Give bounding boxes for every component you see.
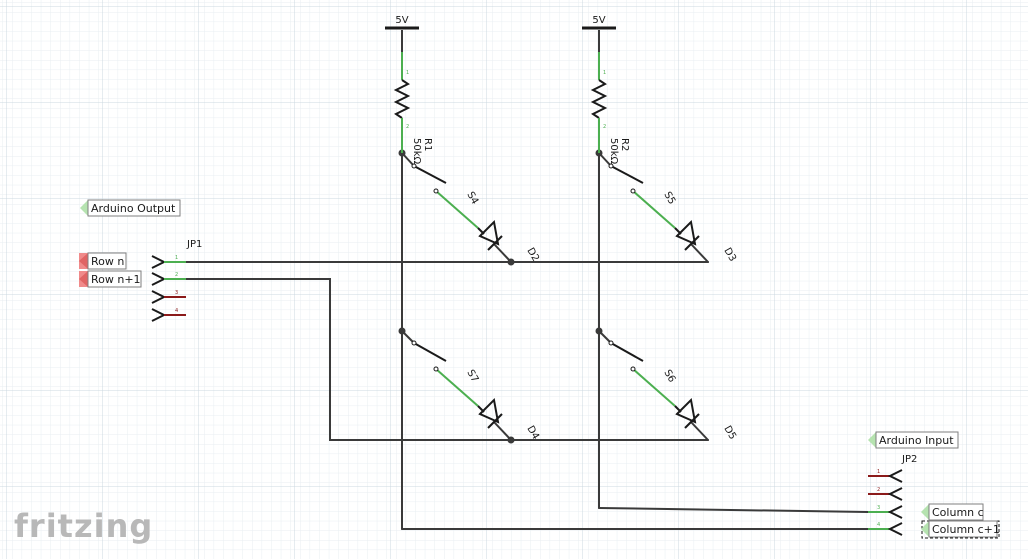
svg-text:Column c+1: Column c+1 xyxy=(932,523,1000,536)
resistor-r1[interactable]: 1 2 R1 50kΩ xyxy=(393,30,433,165)
svg-text:4: 4 xyxy=(877,522,880,528)
net-label-row-n1[interactable]: Row n+1 xyxy=(79,270,142,288)
power-supply-1[interactable]: 5V xyxy=(385,15,419,30)
net-label-arduino-input[interactable]: Arduino Input xyxy=(868,431,959,449)
svg-text:2: 2 xyxy=(175,272,178,278)
svg-text:Arduino Output: Arduino Output xyxy=(91,202,176,215)
svg-text:1: 1 xyxy=(877,469,880,475)
header-jp2-label: JP2 xyxy=(901,454,917,465)
svg-text:Row n+1: Row n+1 xyxy=(91,273,141,286)
svg-text:2: 2 xyxy=(877,487,880,493)
svg-text:3: 3 xyxy=(877,505,880,511)
resistor-r2-value: 50kΩ xyxy=(608,138,619,165)
net-label-column-c1[interactable]: Column c+1 xyxy=(921,520,1000,539)
junction-d2 xyxy=(507,258,515,266)
net-label-column-c[interactable]: Column c xyxy=(921,503,984,521)
junctions xyxy=(398,149,603,444)
power-label-2: 5V xyxy=(592,15,605,26)
net-label-row-n[interactable]: Row n xyxy=(79,252,127,270)
resistor-r1-ref: R1 xyxy=(422,138,433,151)
svg-text:Row n: Row n xyxy=(91,255,124,268)
junction-s6 xyxy=(595,327,603,335)
header-jp1[interactable]: JP1 1 2 3 4 xyxy=(151,239,202,322)
svg-text:Arduino Input: Arduino Input xyxy=(879,434,954,447)
svg-text:1: 1 xyxy=(406,70,409,76)
svg-text:3: 3 xyxy=(175,290,178,296)
fritzing-logo: fritzing xyxy=(14,507,153,545)
diode-d5[interactable]: D5 xyxy=(674,397,738,442)
switch-s6[interactable]: S6 xyxy=(608,340,677,407)
svg-text:1: 1 xyxy=(603,70,606,76)
svg-text:2: 2 xyxy=(406,124,409,130)
resistor-r1-value: 50kΩ xyxy=(411,138,422,165)
power-label-1: 5V xyxy=(395,15,408,26)
svg-text:Column c: Column c xyxy=(932,506,984,519)
junction-d4 xyxy=(507,436,515,444)
svg-text:2: 2 xyxy=(603,124,606,130)
net-label-arduino-output[interactable]: Arduino Output xyxy=(80,199,181,217)
resistor-r2-ref: R2 xyxy=(619,138,630,151)
power-supply-2[interactable]: 5V xyxy=(582,15,616,30)
resistor-r2[interactable]: 1 2 R2 50kΩ xyxy=(590,30,630,165)
svg-text:1: 1 xyxy=(175,255,178,261)
junction-s7 xyxy=(398,327,406,335)
header-jp1-label: JP1 xyxy=(186,239,202,250)
svg-text:4: 4 xyxy=(175,308,178,314)
wire-row-n1 xyxy=(185,278,709,441)
header-jp2[interactable]: JP2 1 2 3 4 xyxy=(868,454,917,536)
wire-column-c xyxy=(598,507,869,513)
